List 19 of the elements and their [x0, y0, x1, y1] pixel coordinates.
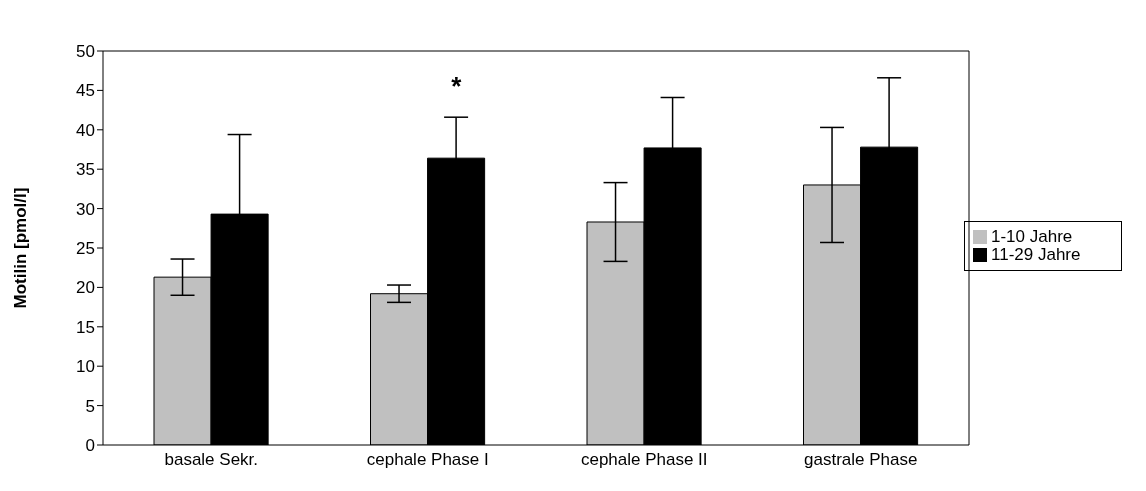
legend-label: 1-10 Jahre [991, 226, 1073, 246]
y-tick-label: 45 [76, 81, 95, 101]
y-axis-title: Motilin [pmol/l] [11, 187, 31, 309]
legend-label: 11-29 Jahre [991, 244, 1081, 264]
y-tick-label: 50 [76, 42, 95, 62]
y-tick-label: 15 [76, 317, 95, 337]
annotation: * [451, 71, 463, 101]
x-tick-label: cephale Phase II [580, 450, 708, 470]
y-tick-label: 35 [76, 160, 95, 180]
y-tick-label: 25 [76, 239, 95, 259]
y-tick-label: 10 [76, 357, 95, 377]
y-tick-label: 0 [85, 436, 95, 456]
y-tick-label: 30 [76, 199, 95, 219]
x-tick-label: gastrale Phase [804, 450, 918, 470]
y-tick-label: 5 [85, 396, 95, 416]
x-tick-label: basale Sekr. [164, 450, 259, 470]
y-tick-label: 20 [76, 278, 95, 298]
y-tick-label: 40 [76, 120, 95, 140]
x-tick-label: cephale Phase I [366, 450, 489, 470]
